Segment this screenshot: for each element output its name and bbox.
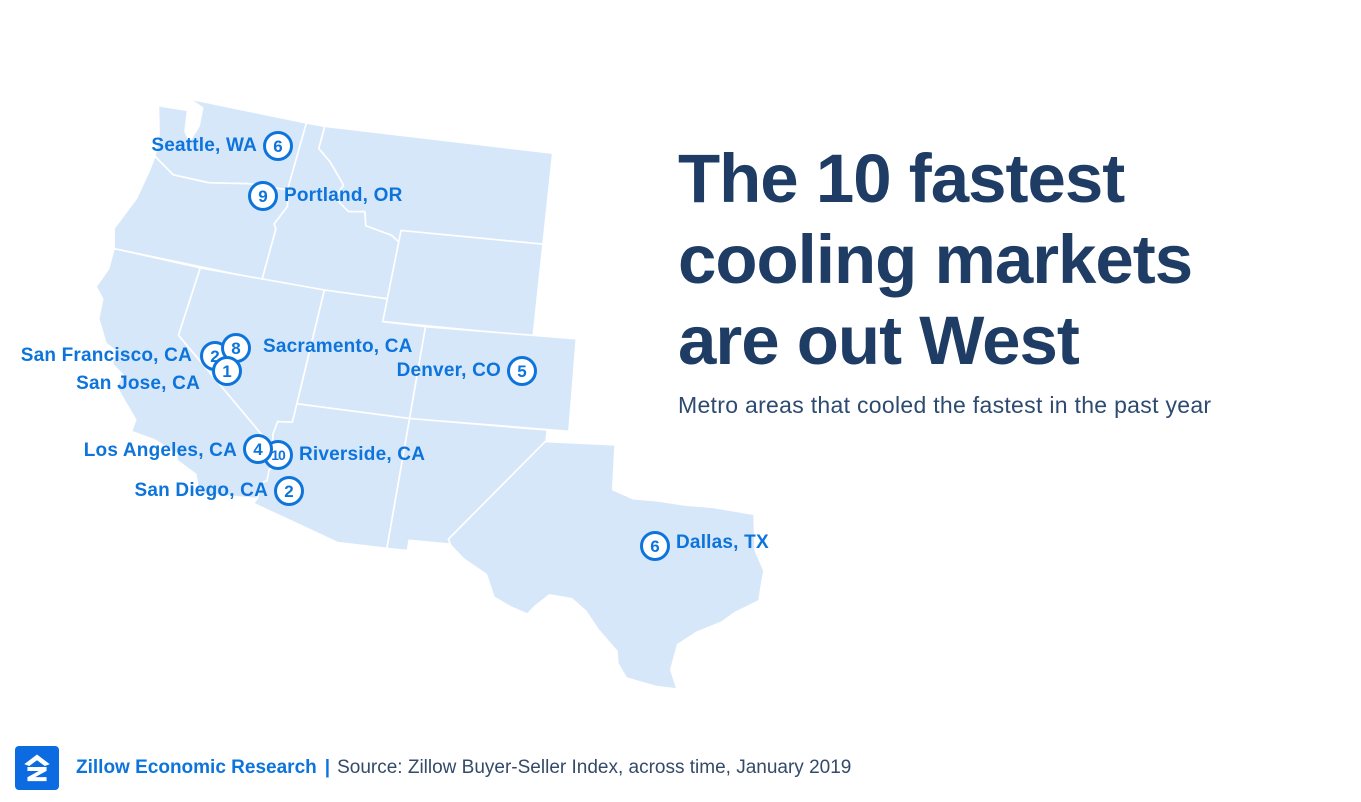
city-rank-badge: 9 [248,181,278,211]
city-label: San Francisco, CA [20,345,192,366]
city-rank-badge: 4 [243,434,273,464]
city-rank-badge: 6 [640,531,670,561]
title-line-1: The 10 fastest [678,140,1125,217]
city-label: San Diego, CA [134,480,268,501]
city-label: Seattle, WA [151,135,257,156]
zillow-logo-icon [15,746,59,790]
city-label: Dallas, TX [676,532,769,553]
brand-label: Zillow Economic Research [76,757,317,778]
city-rank-badge: 1 [212,356,242,386]
state-tx [447,440,765,690]
city-label: Denver, CO [396,360,501,381]
city-rank-badge: 6 [263,131,293,161]
title-line-3: are out West [678,302,1080,379]
footer-separator: | [324,757,331,778]
state-co [408,325,578,433]
city-rank-badge: 2 [274,476,304,506]
city-rank-badge: 5 [507,356,537,386]
title-line-2: cooling markets [678,221,1193,298]
footer-text: Zillow Economic Research | Source: Zillow … [76,757,851,779]
city-label: Portland, OR [284,185,403,206]
page-subtitle: Metro areas that cooled the fastest in t… [678,392,1212,418]
page-title: The 10 fastest cooling markets are out W… [678,138,1338,381]
city-label: Riverside, CA [299,444,426,465]
us-west-map [95,98,765,690]
zillow-z-glyph [24,754,50,782]
city-label: Los Angeles, CA [83,440,237,461]
source-text: Source: Zillow Buyer-Seller Index, acros… [337,757,852,778]
state-az [252,403,411,550]
footer: Zillow Economic Research | Source: Zillow … [15,746,851,790]
city-label: San Jose, CA [76,373,200,394]
city-label: Sacramento, CA [263,336,413,357]
